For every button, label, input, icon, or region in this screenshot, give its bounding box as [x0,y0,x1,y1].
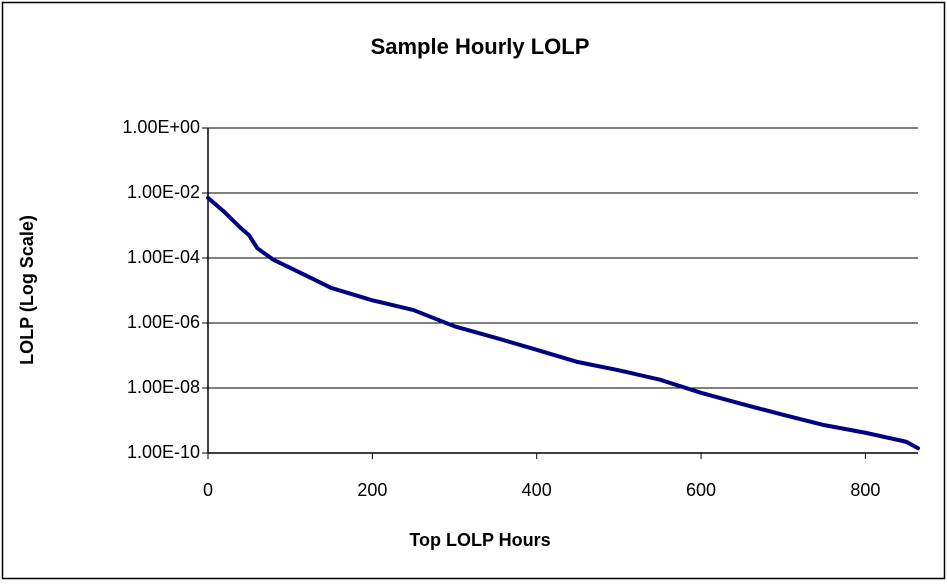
chart-title: Sample Hourly LOLP [371,34,590,59]
y-tick-label: 1.00E-06 [127,312,200,332]
x-tick-label: 800 [850,480,880,500]
y-tick-label: 1.00E-08 [127,377,200,397]
plot-area [208,128,918,453]
x-axis-label: Top LOLP Hours [409,530,550,550]
data-line [206,195,920,451]
y-tick-label: 1.00E+00 [122,117,200,137]
y-tick-label: 1.00E-02 [127,182,200,202]
x-tick-label: 600 [686,480,716,500]
x-tick-label: 400 [522,480,552,500]
y-tick-label: 1.00E-04 [127,247,200,267]
y-tick-label: 1.00E-10 [127,442,200,462]
y-axis-label: LOLP (Log Scale) [17,215,37,365]
x-tick-label: 0 [203,480,213,500]
x-tick-label: 200 [357,480,387,500]
